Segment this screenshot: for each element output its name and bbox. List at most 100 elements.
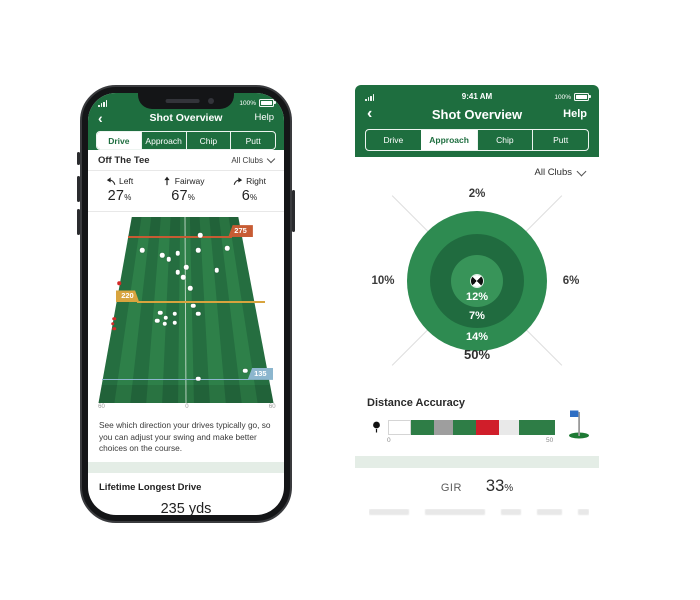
shot-dot [183,264,189,270]
arrow-curve-left-icon [106,177,116,185]
tab-drive[interactable]: Drive [97,132,141,149]
app-header: 9:41 AM 100% ‹ Shot Overview Help Drive … [355,85,599,157]
back-button[interactable]: ‹ [98,109,103,126]
tab-chip[interactable]: Chip [476,130,533,150]
gir-unit: % [504,483,514,494]
tab-approach[interactable]: Approach [140,132,186,149]
club-filter-label: All Clubs [231,155,263,165]
missed-shot-dot [111,321,115,326]
volume-down-button [77,209,80,235]
tab-drive[interactable]: Drive [383,135,404,145]
stat-fairway-unit: % [187,193,196,202]
distance-accuracy-title: Distance Accuracy [367,397,466,409]
drive-screen: 100% ‹ Shot Overview Help Drive Approach… [88,93,284,515]
chart-description: See which direction your drives typicall… [99,420,271,454]
stat-left: Left 27% [106,176,133,204]
gir-label: GIR [440,482,462,494]
help-button[interactable]: Help [563,108,587,120]
tab-chip[interactable]: Chip [185,132,231,149]
camera-dot [208,98,214,104]
arrow-curve-right-icon [233,177,243,185]
cutoff-text-sliver [369,509,589,517]
distance-marker-line [127,236,232,238]
accuracy-segment [476,420,500,435]
stat-fairway: Fairway 67% [162,176,205,204]
tab-bar: Drive Approach Chip Putt [96,131,276,150]
nav-bar: ‹ Shot Overview Help [88,107,284,128]
lateral-axis: 60 0 60 [98,404,275,413]
stat-left-value: 27 [107,188,125,204]
back-button[interactable]: ‹ [367,105,373,122]
shot-dot [162,321,167,326]
pct-left: 10% [371,275,395,287]
stat-left-label: Left [119,176,134,186]
section-divider [88,461,284,473]
accuracy-segment [499,420,520,435]
shot-dot [187,286,193,291]
shot-dot [166,256,171,262]
drive-dispersion-chart: 275 220 135 60 0 60 [88,212,284,413]
battery-icon [574,93,591,101]
shot-dot [155,318,160,323]
shot-dot [190,303,196,308]
accuracy-segment [388,420,411,435]
shot-dot [139,247,145,253]
accuracy-segment [433,420,454,435]
help-button[interactable]: Help [254,112,274,123]
shot-dot [160,252,165,258]
shot-dot [198,232,203,238]
distance-accuracy-bar [388,420,555,435]
fairway-graphic [98,217,274,403]
club-filter-dropdown[interactable]: All Clubs [535,166,587,178]
shot-dot [196,311,201,316]
battery-icon [259,99,276,107]
lifetime-longest-drive-value: 235 yds [160,500,212,515]
accuracy-segment [519,420,555,435]
pct-long: 2% [468,188,486,200]
fairway-chart: 275 220 135 [98,217,274,403]
accuracy-segment [410,420,434,435]
speaker-slot [165,99,200,103]
shot-dot [158,310,163,315]
status-bar: 100% [88,93,284,107]
axis-tick-left: 60 [98,404,105,410]
stat-right: Right 6% [233,176,266,204]
stat-fairway-value: 67 [171,188,188,204]
stat-right-label: Right [246,176,266,186]
chevron-down-icon [576,166,587,176]
section-divider [355,456,599,468]
power-button [292,190,295,232]
pct-ring-inner: 12% [465,291,489,303]
volume-up-button [77,176,80,202]
app-header: 100% ‹ Shot Overview Help Drive Approach… [88,93,284,150]
stat-left-unit: % [124,193,132,202]
pin-target-icon [471,275,483,287]
tab-approach[interactable]: Approach [420,130,477,150]
distance-marker-line [136,301,266,304]
section-title: Off The Tee [98,154,150,166]
stat-right-unit: % [250,193,258,202]
shot-dot [214,267,219,273]
pct-short: 50% [463,347,491,362]
clock: 9:41 AM [461,92,493,101]
distance-marker-badge: 220 [115,290,140,303]
pct-right: 6% [562,275,580,287]
battery-percent: 100% [239,99,256,107]
status-bar: 9:41 AM 100% [355,85,599,101]
mute-switch [77,152,80,165]
shot-dot [180,275,186,280]
club-filter-dropdown[interactable]: All Clubs [231,154,276,165]
missed-shot-dot [112,316,117,321]
tab-putt[interactable]: Putt [230,132,275,149]
tab-putt[interactable]: Putt [532,130,588,150]
shot-dot [172,311,177,316]
golf-ball-tee-icon [373,421,380,433]
accuracy-segment [453,420,477,435]
flag-icon [569,410,589,439]
missed-shot-dot [112,326,117,331]
gir-row: GIR 33% [355,477,599,496]
bar-axis-max: 50 [546,437,554,444]
stat-fairway-label: Fairway [174,176,205,186]
pct-ring-middle: 7% [469,310,485,322]
phone-notch [138,93,234,109]
